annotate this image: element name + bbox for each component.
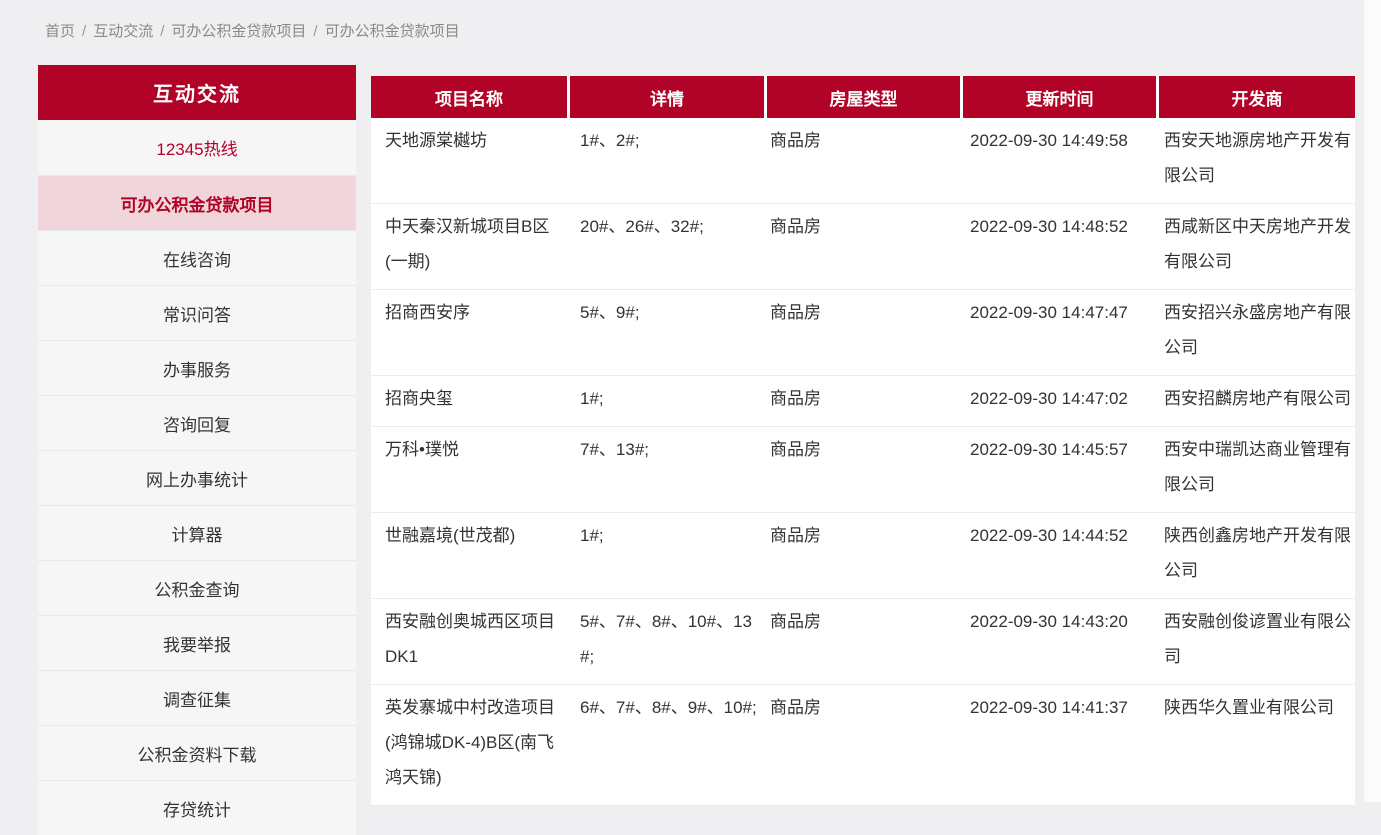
column-header: 开发商 [1156,76,1355,118]
cell-developer: 西安融创俊谚置业有限公司 [1156,599,1355,685]
sidebar-item[interactable]: 存贷统计 [38,780,356,835]
cell-type: 商品房 [764,685,960,806]
sidebar-item[interactable]: 12345热线 [156,140,238,159]
sidebar-item[interactable]: 咨询回复 [38,395,356,450]
cell-updated: 2022-09-30 14:41:37 [960,685,1156,806]
cell-developer: 陕西华久置业有限公司 [1156,685,1355,806]
cell-name: 中天秦汉新城项目B区(一期) [371,204,567,290]
cell-detail: 20#、26#、32#; [567,204,764,290]
cell-type: 商品房 [764,290,960,376]
sidebar: 互动交流 12345热线可办公积金贷款项目 在线咨询 常识问答 办事服务 咨询回复 网上办… [38,65,356,835]
projects-panel: 项目名称 详情 房屋类型 更新时间 开发商 天地源棠樾坊 1#、2#; 商品房 2022-09… [371,76,1355,806]
cell-name: 招商西安序 [371,290,567,376]
table-row: 招商西安序 5#、9#; 商品房 2022-09-30 14:47:47 西安招兴永盛房… [371,290,1355,376]
cell-name: 天地源棠樾坊 [371,118,567,204]
column-header: 项目名称 [371,76,567,118]
sidebar-item[interactable]: 可办公积金贷款项目 [38,175,356,230]
table-row: 世融嘉境(世茂都) 1#; 商品房 2022-09-30 14:44:52 陕西创鑫房地… [371,513,1355,599]
cell-updated: 2022-09-30 14:47:47 [960,290,1156,376]
cell-developer: 西安天地源房地产开发有限公司 [1156,118,1355,204]
cell-updated: 2022-09-30 14:43:20 [960,599,1156,685]
cell-updated: 2022-09-30 14:49:58 [960,118,1156,204]
cell-detail: 1#; [567,513,764,599]
table-row: 天地源棠樾坊 1#、2#; 商品房 2022-09-30 14:49:58 西安天地源房… [371,118,1355,204]
cell-updated: 2022-09-30 14:44:52 [960,513,1156,599]
sidebar-item[interactable]: 办事服务 [38,340,356,395]
cell-type: 商品房 [764,599,960,685]
cell-updated: 2022-09-30 14:45:57 [960,427,1156,513]
sidebar-item[interactable]: 公积金查询 [38,560,356,615]
table-row: 西安融创奥城西区项目DK1 5#、7#、8#、10#、13#; 商品房 2022-09… [371,599,1355,685]
sidebar-item[interactable]: 公积金资料下载 [38,725,356,780]
projects-table: 项目名称 详情 房屋类型 更新时间 开发商 天地源棠樾坊 1#、2#; 商品房 2022-09… [371,76,1355,806]
cell-developer: 西安招麟房地产有限公司 [1156,376,1355,427]
sidebar-item[interactable]: 网上办事统计 [38,450,356,505]
cell-developer: 西咸新区中天房地产开发有限公司 [1156,204,1355,290]
column-header: 更新时间 [960,76,1156,118]
cell-type: 商品房 [764,118,960,204]
cell-name: 世融嘉境(世茂都) [371,513,567,599]
cell-type: 商品房 [764,513,960,599]
breadcrumb-separator: / [82,23,87,40]
cell-developer: 陕西创鑫房地产开发有限公司 [1156,513,1355,599]
cell-name: 英发寨城中村改造项目(鸿锦城DK-4)B区(南飞鸿天锦) [371,685,567,806]
cell-developer: 西安中瑞凯达商业管理有限公司 [1156,427,1355,513]
breadcrumb-link[interactable]: 可办公积金贷款项目 [171,23,307,40]
sidebar-item[interactable]: 在线咨询 [38,230,356,285]
column-header: 房屋类型 [764,76,960,118]
breadcrumb-link: 可办公积金贷款项目 [324,23,460,40]
sidebar-item[interactable]: 常识问答 [38,285,356,340]
cell-updated: 2022-09-30 14:48:52 [960,204,1156,290]
cell-name: 西安融创奥城西区项目DK1 [371,599,567,685]
breadcrumb-separator: / [313,23,318,40]
cell-type: 商品房 [764,427,960,513]
cell-type: 商品房 [764,204,960,290]
cell-detail: 5#、7#、8#、10#、13#; [567,599,764,685]
cell-developer: 西安招兴永盛房地产有限公司 [1156,290,1355,376]
page-scrollbar[interactable] [1363,0,1381,802]
cell-detail: 5#、9#; [567,290,764,376]
projects-table-header: 项目名称 详情 房屋类型 更新时间 开发商 [371,76,1355,118]
table-row: 招商央玺 1#; 商品房 2022-09-30 14:47:02 西安招麟房地产有限公司 [371,376,1355,427]
breadcrumb-link[interactable]: 互动交流 [93,23,154,40]
sidebar-nav: 12345热线可办公积金贷款项目 在线咨询 常识问答 办事服务 咨询回复 网上办事统计 计算… [38,120,356,835]
table-row: 万科•璞悦 7#、13#; 商品房 2022-09-30 14:45:57 西安中瑞凯达… [371,427,1355,513]
cell-detail: 6#、7#、8#、9#、10#; [567,685,764,806]
sidebar-item[interactable]: 我要举报 [38,615,356,670]
cell-detail: 1#; [567,376,764,427]
sidebar-item[interactable]: 调查征集 [38,670,356,725]
cell-name: 万科•璞悦 [371,427,567,513]
breadcrumb: 首页 / 互动交流 / 可办公积金贷款项目 / 可办公积金贷款项目 [45,20,460,41]
cell-detail: 1#、2#; [567,118,764,204]
table-row: 英发寨城中村改造项目(鸿锦城DK-4)B区(南飞鸿天锦) 6#、7#、8#、9#、… [371,685,1355,806]
column-header: 详情 [567,76,764,118]
breadcrumb-separator: / [160,23,165,40]
table-row: 中天秦汉新城项目B区(一期) 20#、26#、32#; 商品房 2022-09-30 … [371,204,1355,290]
cell-detail: 7#、13#; [567,427,764,513]
sidebar-item[interactable]: 计算器 [38,505,356,560]
cell-updated: 2022-09-30 14:47:02 [960,376,1156,427]
breadcrumb-link[interactable]: 首页 [45,23,76,40]
cell-name: 招商央玺 [371,376,567,427]
sidebar-title: 互动交流 [38,65,356,120]
cell-type: 商品房 [764,376,960,427]
